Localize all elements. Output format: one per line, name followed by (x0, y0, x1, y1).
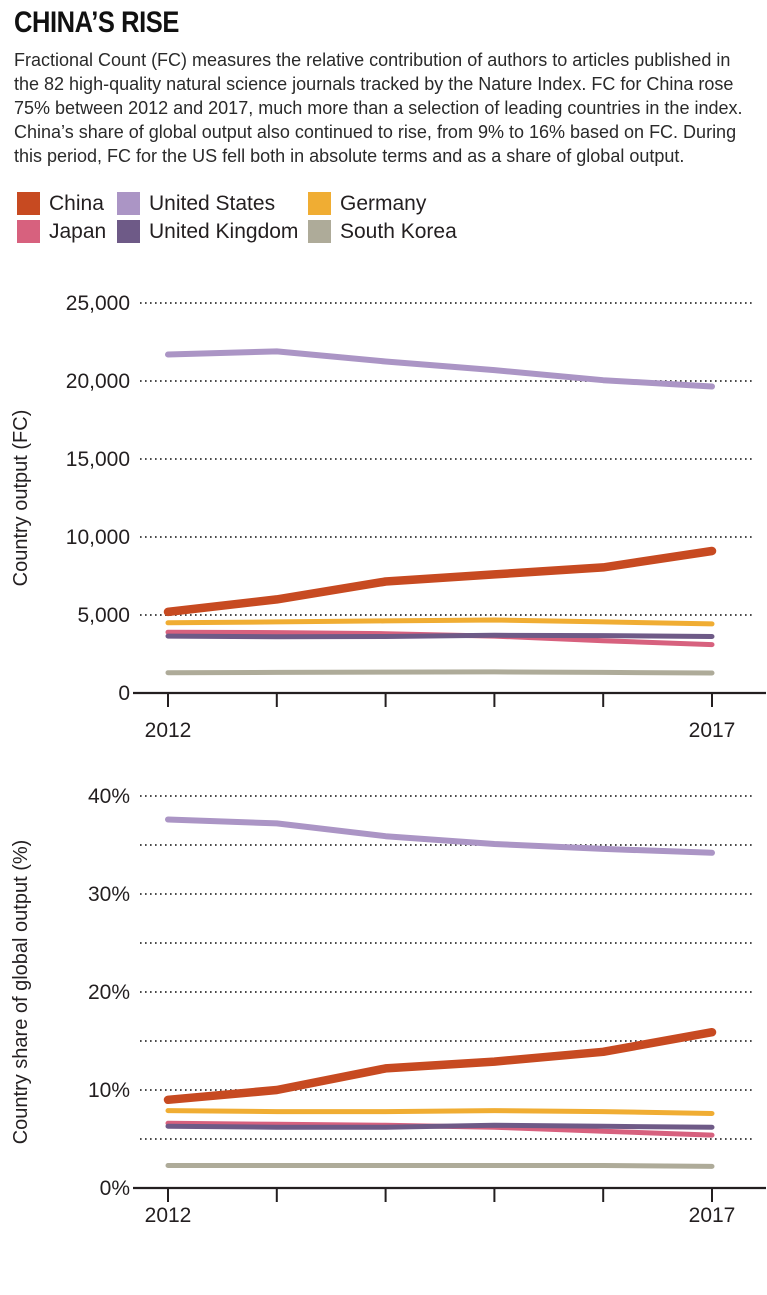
svg-text:10,000: 10,000 (66, 526, 130, 549)
legend-item-japan: Japan (17, 220, 117, 243)
germany-swatch-icon (308, 192, 331, 215)
south-korea-swatch-icon (308, 220, 331, 243)
legend-label: Japan (49, 219, 107, 243)
legend: China United States Germany Japan United… (17, 192, 767, 243)
united-states-swatch-icon (117, 192, 140, 215)
description-text: Fractional Count (FC) measures the relat… (14, 50, 743, 166)
japan-swatch-icon (17, 220, 40, 243)
svg-text:Country output (FC): Country output (FC) (10, 410, 32, 587)
legend-item-china: China (17, 192, 117, 215)
legend-label: United Kingdom (149, 219, 299, 243)
legend-item-united-kingdom: United Kingdom (117, 220, 308, 243)
united-kingdom-swatch-icon (117, 220, 140, 243)
fc-line-chart: 0 5,000 10,000 15,000 20,000 25,000 2012 2017 Co… (10, 292, 766, 742)
svg-text:5,000: 5,000 (77, 604, 130, 627)
global-share-chart: 0% 10% 20% 30% 40% 2012 2017 Country share of g… (0, 751, 767, 1250)
svg-text:20,000: 20,000 (66, 370, 130, 393)
svg-text:40%: 40% (88, 785, 130, 808)
legend-label: Germany (340, 191, 427, 215)
svg-text:15,000: 15,000 (66, 448, 130, 471)
svg-text:30%: 30% (88, 883, 130, 906)
svg-text:2012: 2012 (145, 719, 192, 742)
legend-item-germany: Germany (308, 192, 767, 215)
svg-text:2017: 2017 (689, 719, 736, 742)
legend-item-united-states: United States (117, 192, 308, 215)
svg-text:2017: 2017 (689, 1204, 736, 1227)
svg-text:20%: 20% (88, 981, 130, 1004)
legend-label: United States (149, 191, 276, 215)
svg-text:0: 0 (118, 682, 130, 705)
svg-text:0%: 0% (100, 1177, 130, 1200)
svg-text:25,000: 25,000 (66, 292, 130, 315)
infographic: CHINA’S RISE Fractional Count (FC) measu… (0, 6, 767, 1295)
share-line-chart: 0% 10% 20% 30% 40% 2012 2017 Country share of g… (10, 785, 766, 1227)
china-swatch-icon (17, 192, 40, 215)
svg-text:Country share of global output: Country share of global output (%) (10, 840, 32, 1145)
svg-text:10%: 10% (88, 1079, 130, 1102)
page-title: CHINA’S RISE (14, 6, 179, 39)
svg-text:2012: 2012 (145, 1204, 192, 1227)
legend-label: China (49, 191, 104, 215)
legend-label: South Korea (340, 219, 457, 243)
legend-item-south-korea: South Korea (308, 220, 767, 243)
country-output-chart: 0 5,000 10,000 15,000 20,000 25,000 2012 2017 Co… (0, 261, 767, 743)
